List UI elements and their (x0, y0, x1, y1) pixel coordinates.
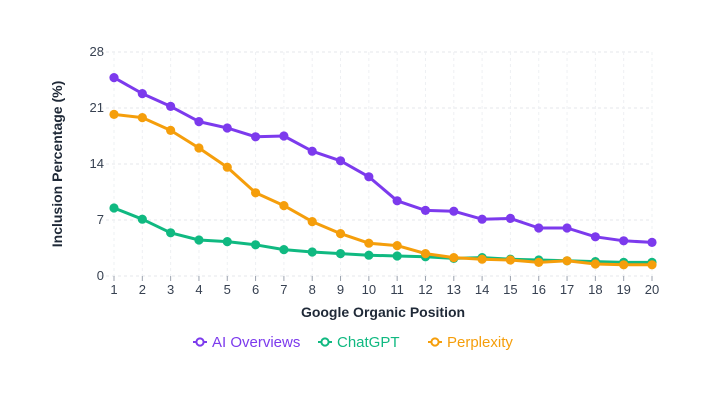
x-tick-label: 2 (139, 282, 146, 297)
data-point-ai-overviews[interactable] (194, 117, 204, 127)
data-point-ai-overviews[interactable] (222, 123, 232, 133)
legend-marker-icon (320, 337, 330, 347)
data-point-ai-overviews[interactable] (619, 236, 629, 246)
y-axis-title: Inclusion Percentage (%) (49, 81, 65, 247)
x-tick-label: 18 (588, 282, 602, 297)
legend-label: Perplexity (447, 334, 513, 351)
x-axis-title: Google Organic Position (301, 304, 465, 320)
legend-item-chatgpt[interactable]: ChatGPT (318, 334, 400, 351)
data-point-ai-overviews[interactable] (534, 223, 544, 233)
x-tick-label: 20 (645, 282, 659, 297)
data-point-ai-overviews[interactable] (279, 131, 289, 141)
data-point-chatgpt[interactable] (307, 247, 317, 257)
y-tick-label: 28 (90, 44, 104, 59)
y-tick-label: 7 (97, 212, 104, 227)
data-point-perplexity[interactable] (420, 249, 431, 259)
data-point-chatgpt[interactable] (222, 237, 232, 247)
data-point-perplexity[interactable] (534, 257, 544, 267)
data-point-chatgpt[interactable] (166, 228, 176, 238)
x-tick-label: 17 (560, 282, 574, 297)
data-point-perplexity[interactable] (279, 201, 289, 211)
data-point-perplexity[interactable] (137, 113, 147, 123)
data-point-chatgpt[interactable] (279, 245, 289, 255)
data-point-ai-overviews[interactable] (137, 89, 147, 99)
data-point-chatgpt[interactable] (335, 249, 346, 259)
data-point-perplexity[interactable] (335, 229, 346, 239)
x-tick-label: 9 (337, 282, 344, 297)
x-tick-label: 4 (195, 282, 202, 297)
data-point-ai-overviews[interactable] (307, 146, 317, 156)
x-tick-label: 1 (110, 282, 117, 297)
data-point-ai-overviews[interactable] (420, 205, 431, 215)
data-point-perplexity[interactable] (505, 255, 516, 265)
x-tick-label: 15 (503, 282, 517, 297)
data-point-ai-overviews[interactable] (647, 237, 657, 247)
data-point-perplexity[interactable] (590, 259, 600, 269)
series-line-chatgpt (112, 206, 654, 264)
data-point-perplexity[interactable] (166, 125, 176, 135)
series-lines (109, 73, 657, 270)
series-ai-overviews (109, 73, 657, 247)
data-point-chatgpt[interactable] (194, 235, 204, 245)
data-point-perplexity[interactable] (619, 260, 629, 270)
data-point-perplexity[interactable] (449, 253, 459, 263)
data-point-chatgpt[interactable] (392, 251, 402, 261)
y-tick-label: 14 (90, 156, 104, 171)
x-tick-label: 8 (309, 282, 316, 297)
data-point-chatgpt[interactable] (137, 214, 147, 224)
data-point-perplexity[interactable] (222, 162, 232, 172)
x-tick-label: 7 (280, 282, 287, 297)
legend-marker-icon (430, 337, 440, 347)
legend-label: ChatGPT (337, 334, 400, 351)
data-point-perplexity[interactable] (392, 241, 402, 251)
x-tick-label: 10 (362, 282, 376, 297)
data-point-perplexity[interactable] (364, 238, 374, 248)
legend-marker-icon (195, 337, 205, 347)
data-point-perplexity[interactable] (307, 217, 317, 227)
x-tick-label: 11 (390, 282, 404, 297)
data-point-ai-overviews[interactable] (590, 232, 600, 242)
x-tick-label: 19 (616, 282, 630, 297)
data-point-chatgpt[interactable] (109, 203, 119, 213)
data-point-chatgpt[interactable] (364, 250, 374, 260)
x-tick-label: 13 (447, 282, 461, 297)
y-tick-label: 21 (90, 100, 104, 115)
legend: AI Overviews ChatGPT Perplexity (193, 334, 513, 351)
x-tick-label: 6 (252, 282, 259, 297)
data-point-ai-overviews[interactable] (562, 223, 572, 233)
legend-label: AI Overviews (212, 334, 300, 351)
data-point-perplexity[interactable] (194, 143, 204, 153)
x-tick-label: 16 (532, 282, 546, 297)
data-point-perplexity[interactable] (647, 260, 657, 270)
data-point-ai-overviews[interactable] (166, 101, 176, 111)
x-tick-label: 3 (167, 282, 174, 297)
data-point-ai-overviews[interactable] (109, 73, 119, 83)
y-tick-label: 0 (97, 268, 104, 283)
data-point-perplexity[interactable] (477, 254, 487, 264)
x-tick-label: 5 (224, 282, 231, 297)
data-point-perplexity[interactable] (562, 256, 572, 266)
data-point-ai-overviews[interactable] (449, 206, 459, 216)
series-line-ai-overviews (112, 76, 654, 244)
series-line-perplexity (112, 112, 654, 267)
data-point-ai-overviews[interactable] (477, 214, 487, 224)
data-point-ai-overviews[interactable] (505, 213, 516, 223)
x-tick-label: 14 (475, 282, 489, 297)
x-tick-label: 12 (418, 282, 432, 297)
data-point-perplexity[interactable] (250, 188, 261, 198)
data-point-chatgpt[interactable] (250, 240, 261, 250)
series-chatgpt (109, 203, 657, 267)
legend-item-ai-overviews[interactable]: AI Overviews (193, 334, 300, 351)
data-point-ai-overviews[interactable] (250, 132, 261, 142)
legend-item-perplexity[interactable]: Perplexity (428, 334, 513, 351)
data-point-ai-overviews[interactable] (364, 172, 374, 182)
data-point-ai-overviews[interactable] (392, 196, 402, 206)
data-point-perplexity[interactable] (109, 109, 119, 119)
data-point-ai-overviews[interactable] (335, 156, 346, 166)
series-perplexity (109, 109, 657, 270)
